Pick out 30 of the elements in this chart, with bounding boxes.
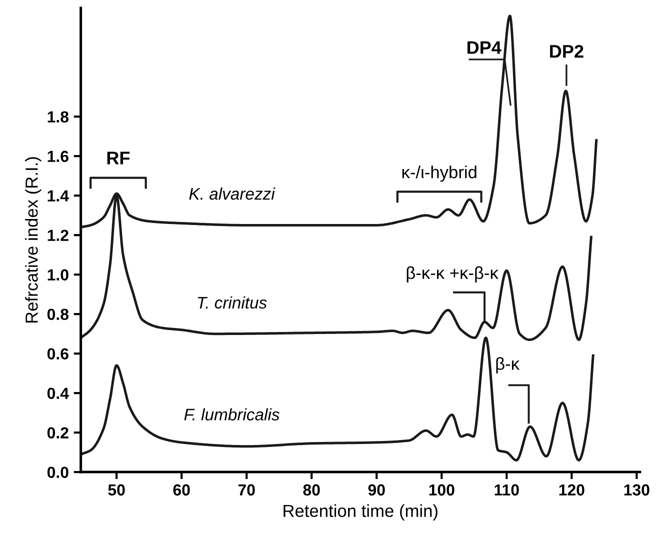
- y-tick-label: 1.8: [48, 111, 69, 123]
- x-tick-label: 110: [494, 484, 519, 496]
- x-tick-label: 60: [173, 484, 190, 496]
- y-axis-title: Refrcative index (R.I.): [25, 157, 42, 323]
- annotation: DP4: [468, 41, 502, 54]
- x-axis-title: Retention time (min): [284, 504, 438, 520]
- annotation: κ-/ι-hybrid: [402, 166, 476, 182]
- y-tick-label: 1.0: [48, 269, 68, 281]
- series-label: F. lumbricalis: [184, 408, 280, 420]
- y-tick-label: 0.2: [47, 427, 68, 439]
- y-tick-label: 0.8: [47, 308, 69, 320]
- annotation: β-κ: [496, 357, 520, 374]
- x-tick-label: 50: [108, 484, 125, 496]
- series-label: K. alvarezzi: [189, 188, 276, 200]
- y-tick-label: 0.0: [47, 466, 68, 478]
- x-tick-label: 130: [624, 484, 650, 496]
- y-tick-label: 1.4: [48, 190, 69, 202]
- x-tick-label: 90: [368, 484, 385, 496]
- series-label: T. crinitus: [198, 296, 267, 309]
- annotation: RF: [107, 152, 130, 164]
- x-tick-label: 80: [303, 484, 320, 496]
- x-tick-label: 120: [559, 484, 584, 496]
- y-tick-label: 0.6: [47, 348, 68, 360]
- y-tick-label: 0.4: [47, 388, 69, 400]
- annotation: DP2: [550, 44, 584, 58]
- y-tick-label: 1.6: [48, 150, 68, 162]
- x-tick-label: 100: [429, 484, 454, 496]
- y-tick-label: 1.2: [48, 230, 68, 241]
- annotation: β-κ-κ +κ-β-κ: [406, 266, 498, 282]
- x-tick-label: 70: [238, 484, 255, 496]
